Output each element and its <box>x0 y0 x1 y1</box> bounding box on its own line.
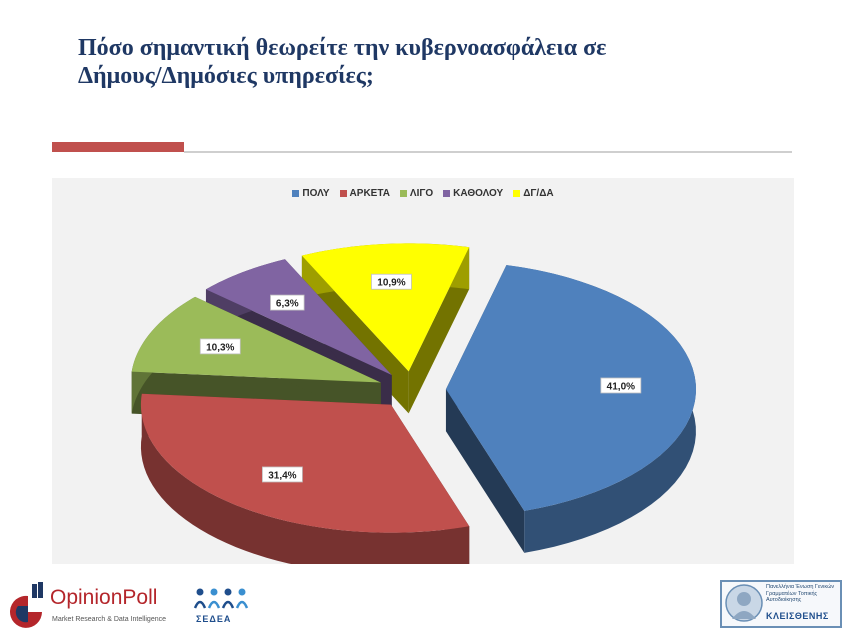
page-title: Πόσο σημαντική θεωρείτε την κυβερνοασφάλ… <box>78 34 698 90</box>
chart-legend: ΠΟΛΥ ΑΡΚΕΤΑ ΛΙΓΟ ΚΑΘΟΛΟΥ ΔΓ/ΔΑ <box>52 188 794 199</box>
svg-text:31,4%: 31,4% <box>268 470 296 481</box>
data-label-dgda: 10,9% <box>371 273 412 290</box>
pie-slice-arketa <box>140 393 470 564</box>
accent-rule <box>52 142 184 152</box>
legend-swatch-katholou <box>443 190 451 197</box>
title-line-1: Πόσο σημαντική θεωρείτε την κυβερνοασφάλ… <box>78 35 607 61</box>
legend-label-arketa: ΑΡΚΕΤΑ <box>349 188 390 199</box>
data-label-katholou: 6,3% <box>270 294 305 311</box>
opinionpoll-mark-icon <box>10 582 43 628</box>
legend-item-ligo: ΛΙΓΟ <box>399 188 434 199</box>
legend-swatch-poly <box>292 190 300 197</box>
pie-slice-poly <box>445 265 696 553</box>
svg-text:41,0%: 41,0% <box>607 381 635 392</box>
legend-swatch-ligo <box>399 190 407 197</box>
data-label-ligo: 10,3% <box>199 338 241 355</box>
legend-item-dgda: ΔΓ/ΔΑ <box>513 188 554 199</box>
legend-label-katholou: ΚΑΘΟΛΟΥ <box>453 188 504 199</box>
svg-text:10,9%: 10,9% <box>377 278 405 289</box>
legend-label-poly: ΠΟΛΥ <box>302 188 330 199</box>
sedea-name: ΣΕΔΕΑ <box>196 614 232 624</box>
title-line-2: Δήμους/Δημόσιες υπηρεσίες; <box>78 63 374 89</box>
data-label-poly: 41,0% <box>600 377 642 394</box>
legend-label-ligo: ΛΙΓΟ <box>409 188 434 199</box>
legend-swatch-dgda <box>513 190 521 197</box>
sedea-logo: ΣΕΔΕΑ <box>192 586 256 630</box>
divider-rule <box>184 151 792 153</box>
opinionpoll-name: OpinionPoll <box>50 586 158 609</box>
legend-swatch-arketa <box>339 190 347 197</box>
pie-chart: 41,0% 31,4% 10,3% 6,3% 10,9% <box>131 243 696 564</box>
bust-portrait-icon <box>725 584 763 622</box>
kleisthenis-subtitle: Πανελλήνια Ένωση Γενικών Γραμματέων Τοπι… <box>766 584 835 603</box>
sedea-people-icon <box>193 588 249 609</box>
kleisthenis-logo: Πανελλήνια Ένωση Γενικών Γραμματέων Τοπι… <box>720 580 842 628</box>
legend-item-poly: ΠΟΛΥ <box>292 188 330 199</box>
legend-item-katholou: ΚΑΘΟΛΟΥ <box>443 188 503 199</box>
legend-label-dgda: ΔΓ/ΔΑ <box>523 188 554 199</box>
chart-panel: ΠΟΛΥ ΑΡΚΕΤΑ ΛΙΓΟ ΚΑΘΟΛΟΥ ΔΓ/ΔΑ 41,0% 31,4… <box>52 178 794 564</box>
data-label-arketa: 31,4% <box>261 466 303 483</box>
opinionpoll-tagline: Market Research & Data Intelligence <box>52 616 166 623</box>
kleisthenis-name: ΚΛΕΙΣΘΕΝΗΣ <box>766 611 829 621</box>
legend-item-arketa: ΑΡΚΕΤΑ <box>339 188 390 199</box>
svg-text:10,3%: 10,3% <box>206 342 234 353</box>
opinionpoll-logo: OpinionPoll Market Research & Data Intel… <box>6 580 176 632</box>
svg-text:6,3%: 6,3% <box>276 299 299 310</box>
